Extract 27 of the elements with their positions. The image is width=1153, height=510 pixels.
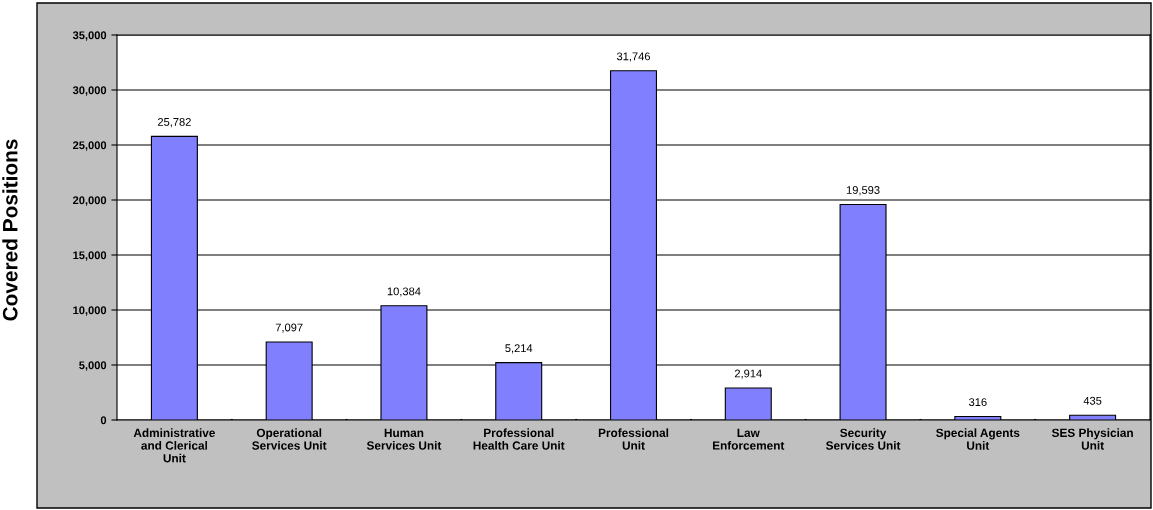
x-tick-label: Security Services Unit [825,428,901,450]
y-tick-label: 15,000 [73,251,107,261]
data-label: 31,746 [616,52,651,62]
data-label: 2,914 [734,369,762,379]
y-axis-title: Covered Positions [2,139,18,321]
y-tick-label: 5,000 [79,361,107,371]
x-tick-label: Special Agents Unit [936,428,1020,450]
y-tick-label: 30,000 [72,86,107,96]
y-tick-label: 10,000 [73,306,107,316]
y-tick-label: 0 [100,416,107,425]
data-label: 5,214 [505,344,533,354]
y-tick-label: 35,000 [72,31,107,41]
x-tick-label: Operational Services Unit [252,428,327,450]
x-tick-label: SES Physician Unit [1051,428,1133,450]
y-tick-label: 20,000 [72,196,107,206]
x-tick-label: Administrative and Clerical Unit [133,428,215,463]
x-tick-label: Professional Health Care Unit [473,428,565,450]
data-label: 316 [968,398,987,406]
data-label: 10,384 [387,287,421,297]
y-tick-label: 25,000 [72,141,107,151]
data-label: 25,782 [157,118,191,128]
x-tick-label: Human Services Unit [366,428,442,450]
x-tick-label: Professional Unit [598,428,669,450]
data-label: 7,097 [275,323,303,333]
data-label: 435 [1083,396,1102,405]
data-label: 19,593 [846,186,880,196]
x-tick-label: Law Enforcement [712,428,785,450]
